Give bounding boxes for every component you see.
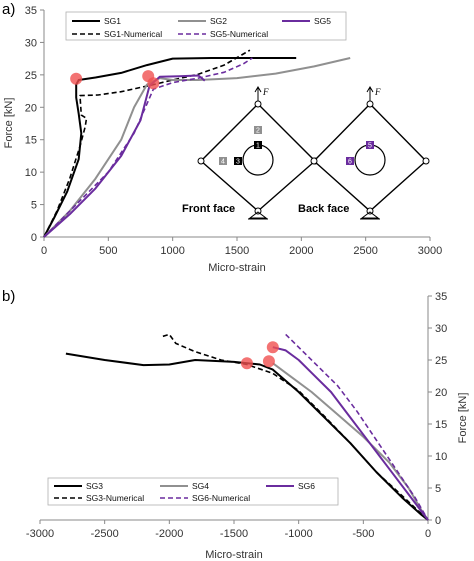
event-marker bbox=[70, 72, 83, 85]
series-line-sg5 bbox=[43, 74, 206, 238]
x-tick-label: -3000 bbox=[26, 528, 54, 540]
legend-entry-sg3-numerical: SG3-Numerical bbox=[86, 493, 144, 503]
panel-a-label: a) bbox=[2, 1, 15, 18]
legend-box bbox=[47, 477, 339, 506]
panel-a-legend: SG1 SG2 SG5 SG1-Numerical SG5-Numerical bbox=[65, 11, 347, 41]
gauge-5-marker bbox=[366, 141, 374, 149]
force-symbol-back: F bbox=[374, 87, 381, 97]
specimen-inset: F 2 1 3 4 Front face F bbox=[182, 86, 430, 220]
series-line-sg4 bbox=[272, 362, 429, 521]
panel-b-y-label: Force [kN] bbox=[457, 393, 469, 444]
y-tick-label: 10 bbox=[25, 167, 37, 179]
support-icon bbox=[248, 211, 268, 219]
gauge-2-label: 2 bbox=[256, 128, 260, 135]
back-face-frame bbox=[312, 103, 428, 212]
y-tick-label: 25 bbox=[25, 70, 37, 82]
legend-entry-sg4: SG4 bbox=[192, 481, 209, 491]
pin-icon bbox=[366, 100, 374, 108]
y-tick-label: 5 bbox=[435, 483, 441, 495]
support-icon bbox=[360, 211, 380, 219]
back-face-label: Back face bbox=[298, 203, 349, 215]
panel-b: b) -3000 -2500 -2000 -1500 -1000 -500 00 5 10 15 2… bbox=[2, 288, 469, 561]
gauge-5-label: 5 bbox=[368, 143, 372, 150]
series-line-sg3 bbox=[65, 352, 429, 521]
x-tick-label: -2000 bbox=[155, 528, 183, 540]
y-tick-label: 35 bbox=[435, 291, 447, 303]
panel-b-x-label: Micro-strain bbox=[205, 549, 262, 561]
event-marker bbox=[147, 77, 160, 90]
x-tick-label: -1500 bbox=[220, 528, 248, 540]
gauge-1-marker bbox=[254, 141, 262, 149]
y-tick-label: 25 bbox=[435, 355, 447, 367]
legend-entry-sg3: SG3 bbox=[86, 481, 103, 491]
legend-entry-sg5-numerical: SG5-Numerical bbox=[210, 29, 268, 39]
pin-icon bbox=[310, 157, 318, 165]
y-tick-label: 20 bbox=[435, 387, 447, 399]
x-tick-label: -1000 bbox=[285, 528, 313, 540]
legend-entry-sg2: SG2 bbox=[210, 16, 227, 26]
event-marker bbox=[240, 357, 253, 370]
gauge-3-label: 3 bbox=[236, 159, 240, 166]
legend-entry-sg1-numerical: SG1-Numerical bbox=[104, 29, 162, 39]
legend-entry-sg5: SG5 bbox=[314, 16, 331, 26]
series-line-sg5-numerical bbox=[43, 57, 253, 238]
legend-box bbox=[65, 11, 347, 41]
panel-b-label: b) bbox=[2, 288, 15, 305]
x-tick-label: 1500 bbox=[225, 245, 249, 257]
gauge-2-marker bbox=[254, 126, 262, 134]
arrow-head-icon bbox=[254, 86, 262, 93]
y-tick-label: 35 bbox=[25, 5, 37, 17]
gauge-3-marker bbox=[234, 157, 242, 165]
series-line-sg6 bbox=[272, 346, 429, 521]
event-marker bbox=[266, 341, 279, 354]
force-symbol-front: F bbox=[262, 87, 269, 97]
y-tick-label: 5 bbox=[31, 200, 37, 212]
x-tick-label: 500 bbox=[99, 245, 117, 257]
y-tick-label: 0 bbox=[31, 232, 37, 244]
x-tick-label: 0 bbox=[41, 245, 47, 257]
y-tick-label: 30 bbox=[435, 323, 447, 335]
panel-b-legend: SG3 SG4 SG6 SG3-Numerical SG6-Numerical bbox=[47, 477, 339, 506]
front-face-label: Front face bbox=[182, 203, 235, 215]
series-line-sg3-numerical bbox=[162, 333, 429, 521]
panel-a-x-label: Micro-strain bbox=[208, 262, 265, 274]
x-tick-label: 0 bbox=[425, 528, 431, 540]
x-tick-label: 1000 bbox=[160, 245, 184, 257]
pin-icon bbox=[254, 100, 262, 108]
legend-entry-sg6-numerical: SG6-Numerical bbox=[192, 493, 250, 503]
x-tick-label: -2500 bbox=[91, 528, 119, 540]
gauge-6-marker bbox=[346, 157, 354, 165]
y-tick-label: 15 bbox=[25, 135, 37, 147]
event-marker bbox=[262, 355, 275, 368]
pin-icon bbox=[197, 157, 205, 165]
pin-icon bbox=[422, 157, 430, 165]
y-tick-label: 20 bbox=[25, 102, 37, 114]
x-tick-label: 2500 bbox=[353, 245, 377, 257]
x-tick-label: -500 bbox=[352, 528, 374, 540]
gauge-4-marker bbox=[219, 157, 227, 165]
x-tick-label: 2000 bbox=[289, 245, 313, 257]
y-tick-label: 15 bbox=[435, 419, 447, 431]
y-tick-label: 0 bbox=[435, 515, 441, 527]
x-tick-label: 3000 bbox=[418, 245, 442, 257]
legend-entry-sg1: SG1 bbox=[104, 16, 121, 26]
series-line-sg6-numerical bbox=[285, 333, 429, 521]
gauge-1-label: 1 bbox=[256, 143, 260, 150]
y-tick-label: 30 bbox=[25, 37, 37, 49]
legend-entry-sg6: SG6 bbox=[298, 481, 315, 491]
panel-a-y-label: Force [kN] bbox=[3, 98, 15, 149]
y-tick-label: 10 bbox=[435, 451, 447, 463]
arrow-head-icon bbox=[366, 86, 374, 93]
gauge-6-label: 6 bbox=[348, 159, 352, 166]
gauge-4-label: 4 bbox=[221, 159, 225, 166]
front-face-frame bbox=[199, 103, 317, 212]
panel-a: a) 0 500 1000 1500 2000 2500 30000510152025303… bbox=[2, 1, 442, 274]
